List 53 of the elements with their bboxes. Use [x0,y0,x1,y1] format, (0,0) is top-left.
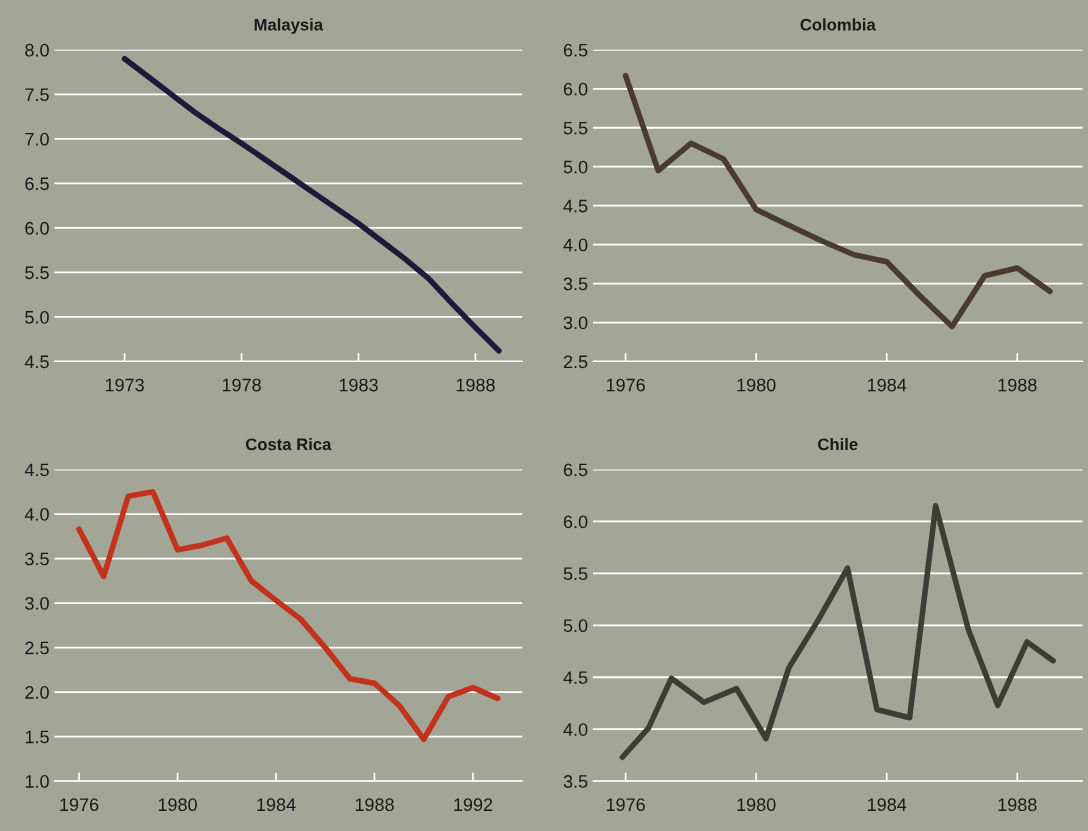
y-tick-label: 4.5 [563,199,588,213]
chart-title: Malaysia [254,18,324,34]
x-tick-label: 1984 [868,378,907,392]
y-tick-label: 3.0 [563,316,588,330]
x-tick-label: 1980 [737,798,776,812]
y-tick-label: 8.0 [25,43,49,57]
y-tick-label: 4.5 [563,671,588,684]
y-tick-label: 4.5 [24,355,49,369]
x-tick-label: 1973 [105,378,144,392]
y-tick-label: 6.0 [563,515,588,529]
x-tick-label: 1976 [606,378,645,392]
y-tick-label: 3.0 [25,597,49,610]
y-tick-label: 6.0 [563,82,588,96]
chart-title: Chile [818,437,858,451]
y-tick-label: 1.0 [25,775,49,788]
y-tick-label: 3.5 [563,775,588,788]
y-tick-label: 2.5 [25,641,49,655]
y-tick-label: 6.5 [563,43,588,57]
y-tick-label: 1.5 [25,730,49,744]
x-tick-label: 1988 [355,798,394,812]
y-tick-label: 5.0 [563,160,588,174]
y-tick-label: 5.5 [563,121,588,135]
y-tick-label: 3.5 [563,277,588,291]
x-tick-label: 1992 [454,798,493,812]
x-tick-label: 1988 [998,378,1037,392]
y-tick-label: 5.0 [563,619,588,633]
y-tick-label: 4.0 [24,507,49,521]
y-tick-label: 4.0 [563,723,588,736]
y-tick-label: 2.5 [563,355,588,369]
y-tick-label: 4.5 [24,463,49,477]
y-tick-label: 7.5 [25,88,49,102]
y-tick-label: 6.5 [563,463,588,477]
y-tick-label: 6.0 [25,221,49,235]
x-tick-label: 1984 [257,798,296,812]
x-tick-label: 1976 [606,798,645,812]
chart-title: Costa Rica [245,437,332,451]
y-tick-label: 5.0 [25,310,49,324]
y-tick-label: 5.5 [563,567,588,581]
chart-title: Colombia [800,18,876,31]
x-tick-label: 1984 [868,798,907,812]
x-tick-label: 1980 [737,378,776,392]
y-tick-label: 3.5 [25,552,49,566]
y-tick-label: 2.0 [25,686,49,699]
x-tick-label: 1988 [456,378,495,392]
x-tick-label: 1980 [158,798,197,812]
x-tick-label: 1983 [339,378,378,392]
y-tick-label: 6.5 [25,177,49,191]
y-tick-label: 5.5 [25,266,49,280]
x-tick-label: 1976 [60,798,99,812]
x-tick-label: 1978 [222,378,261,392]
y-tick-label: 7.0 [25,132,49,146]
x-tick-label: 1988 [998,798,1037,812]
y-tick-label: 4.0 [563,238,588,252]
